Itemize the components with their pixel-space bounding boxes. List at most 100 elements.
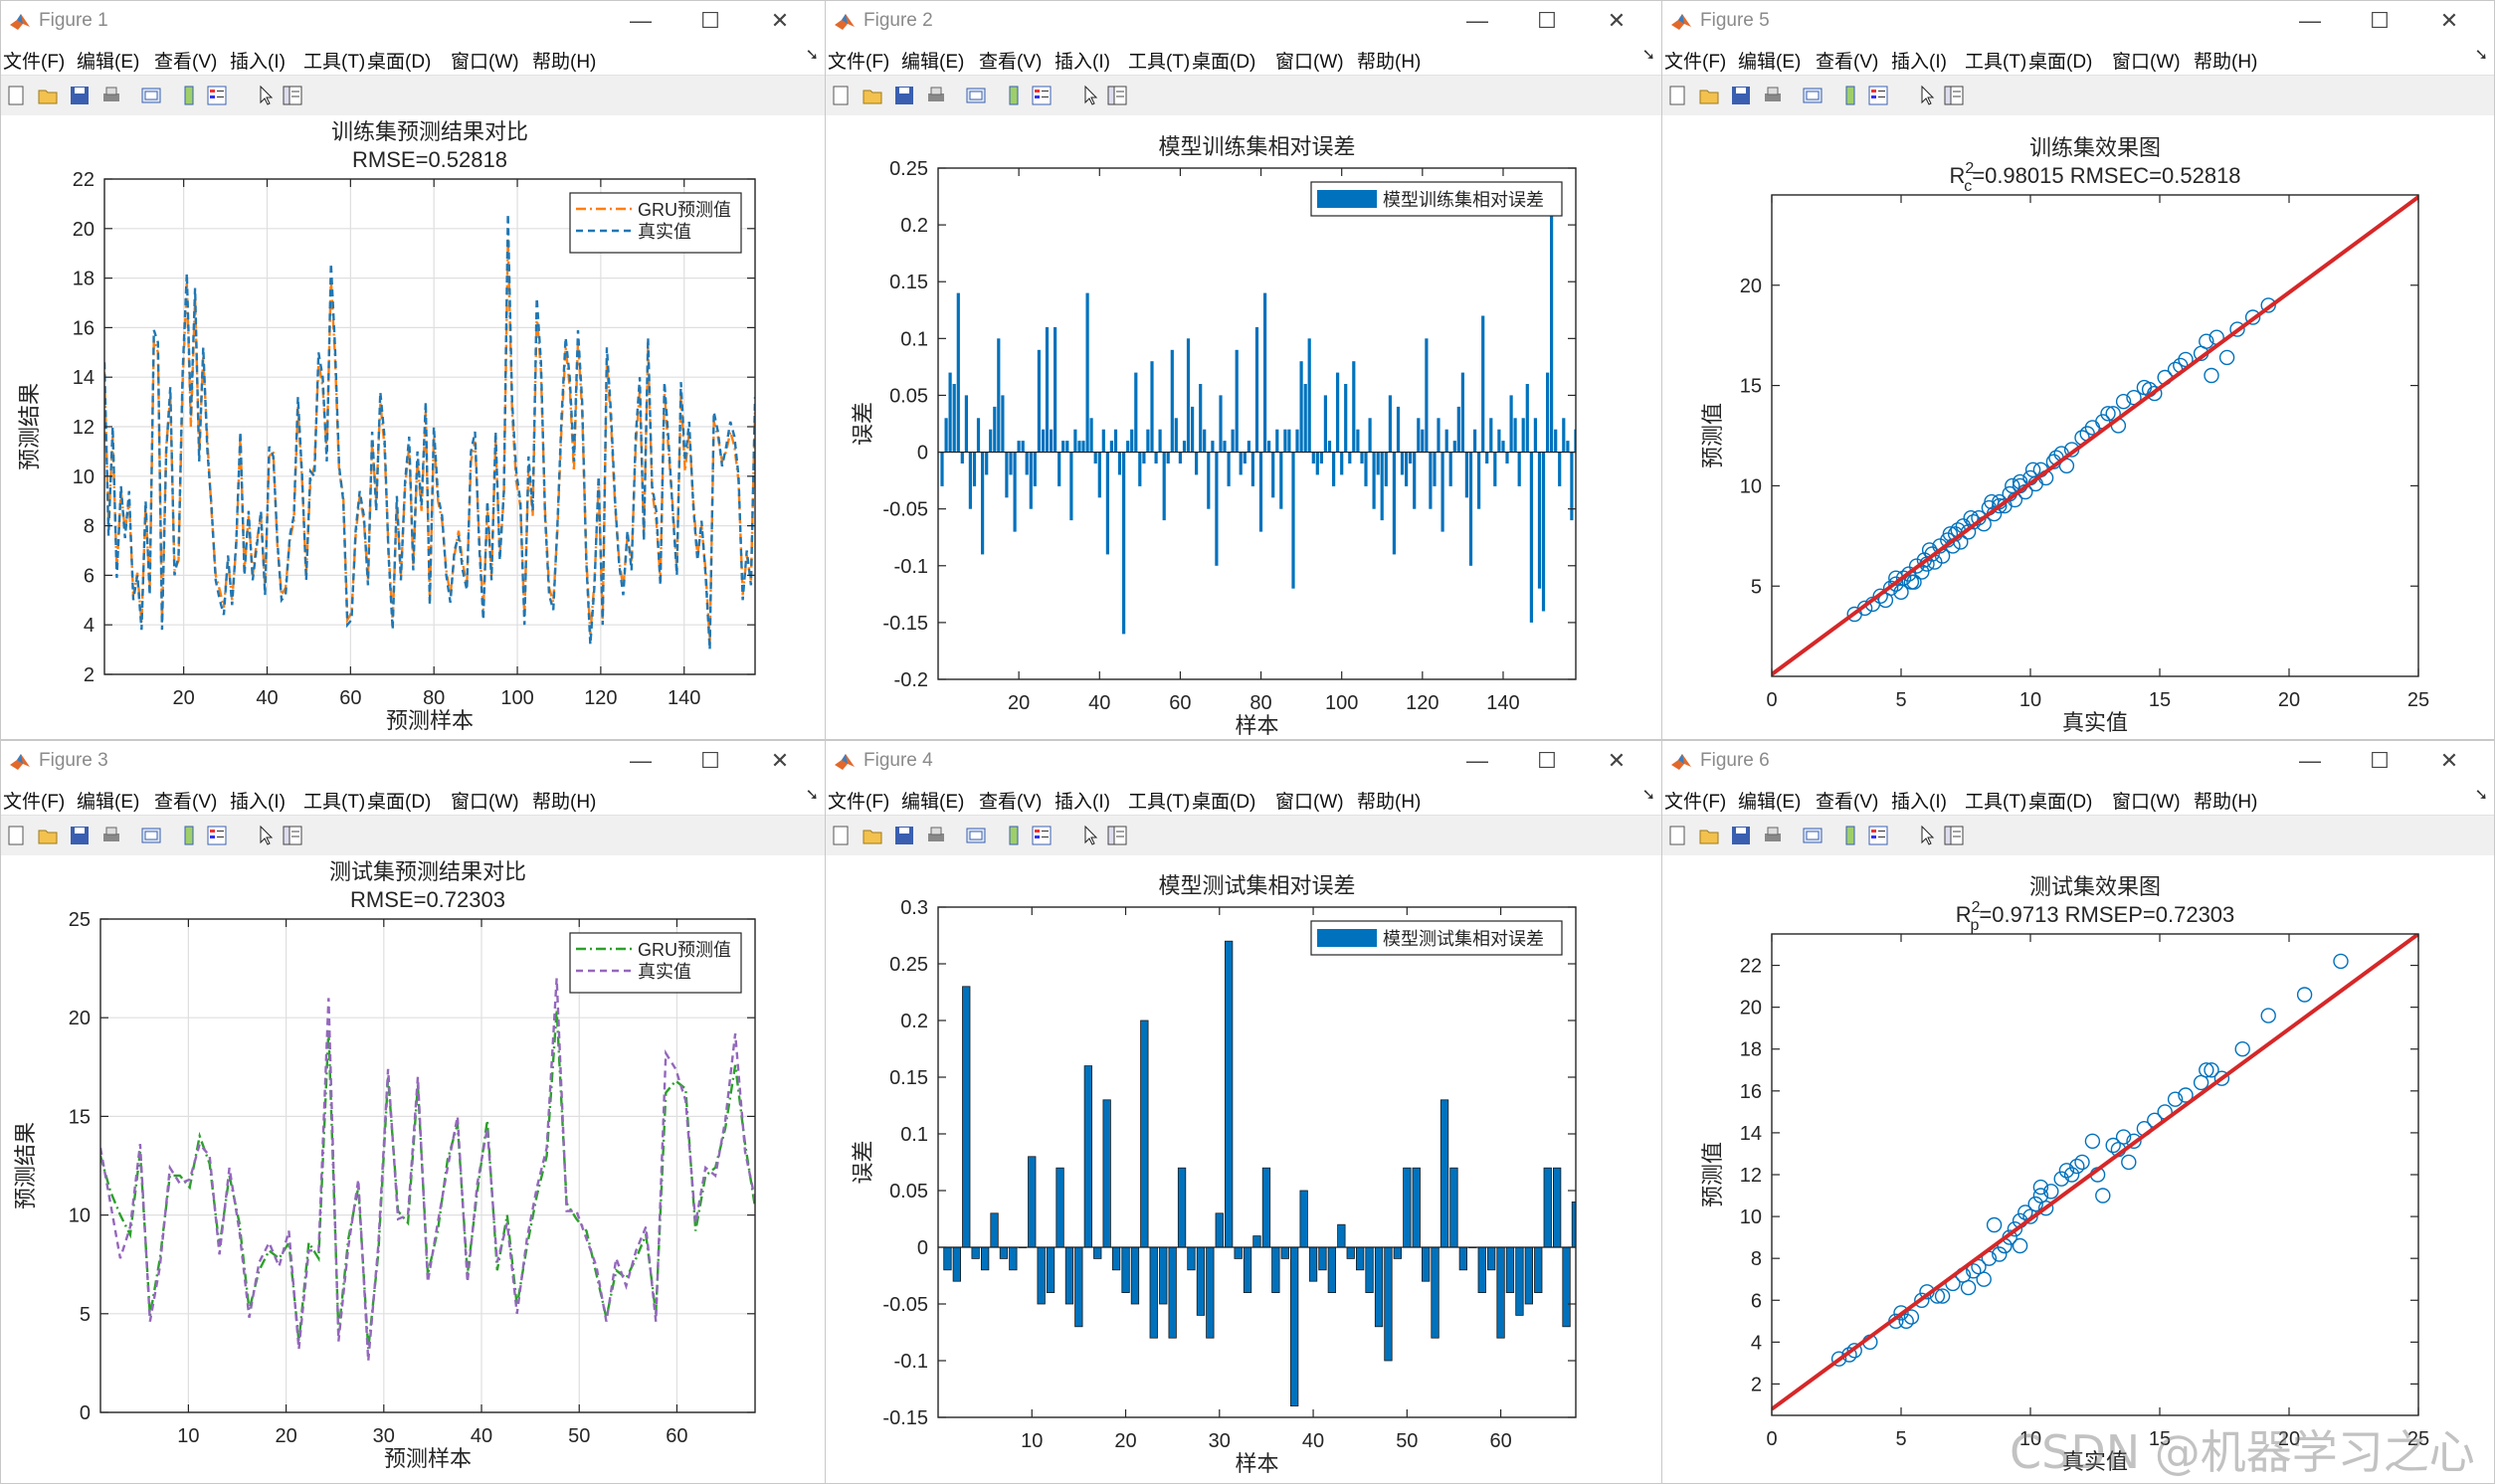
menu-item[interactable]: 帮助(H) bbox=[2194, 792, 2258, 813]
figure-window[interactable]: Figure 2 — ☐ ✕ 文件(F) 编辑(E) 查看(V) 插入(I) 工具(T) 桌面(D… bbox=[825, 0, 1662, 740]
print-icon[interactable] bbox=[925, 85, 947, 106]
property-inspector-icon[interactable] bbox=[1106, 825, 1128, 846]
menu-item[interactable]: 编辑(E) bbox=[901, 52, 965, 73]
minimize-icon[interactable]: — bbox=[2299, 748, 2321, 773]
menu-item[interactable]: 帮助(H) bbox=[532, 52, 597, 73]
maximize-icon[interactable]: ☐ bbox=[700, 748, 720, 773]
window-titlebar[interactable]: Figure 6 — ☐ ✕ bbox=[1662, 741, 2494, 781]
link-plot-icon[interactable] bbox=[140, 825, 162, 846]
property-inspector-icon[interactable] bbox=[282, 825, 303, 846]
property-inspector-icon[interactable] bbox=[1106, 85, 1128, 106]
save-icon[interactable] bbox=[1730, 85, 1752, 106]
menu-item[interactable]: 编辑(E) bbox=[1738, 792, 1802, 813]
menu-item[interactable]: 桌面(D) bbox=[1192, 52, 1256, 73]
menu-item[interactable]: 桌面(D) bbox=[2028, 792, 2093, 813]
menu-item[interactable]: 桌面(D) bbox=[2028, 52, 2093, 73]
menu-item[interactable]: 查看(V) bbox=[154, 52, 218, 73]
menu-item[interactable]: 文件(F) bbox=[3, 792, 66, 813]
window-titlebar[interactable]: Figure 5 — ☐ ✕ bbox=[1662, 1, 2494, 41]
menu-item[interactable]: 帮助(H) bbox=[1357, 792, 1422, 813]
menu-item[interactable]: 帮助(H) bbox=[1357, 52, 1422, 73]
menu-item[interactable]: 插入(I) bbox=[1055, 52, 1110, 73]
menu-item[interactable]: 窗口(W) bbox=[2112, 52, 2181, 73]
minimize-icon[interactable]: — bbox=[2299, 8, 2321, 33]
menu-item[interactable]: 编辑(E) bbox=[1738, 52, 1802, 73]
menu-item[interactable]: 窗口(W) bbox=[2112, 792, 2181, 813]
property-inspector-icon[interactable] bbox=[1943, 825, 1965, 846]
menu-item[interactable]: 插入(I) bbox=[1891, 52, 1947, 73]
menu-item[interactable]: 查看(V) bbox=[1816, 52, 1879, 73]
menu-item[interactable]: 桌面(D) bbox=[1192, 792, 1256, 813]
legend[interactable]: 模型训练集相对误差 bbox=[1310, 181, 1563, 217]
menu-item[interactable]: 窗口(W) bbox=[451, 52, 519, 73]
menu-item[interactable]: 插入(I) bbox=[1891, 792, 1947, 813]
pointer-icon[interactable] bbox=[256, 85, 278, 106]
menu-item[interactable]: 编辑(E) bbox=[77, 792, 140, 813]
minimize-icon[interactable]: — bbox=[1466, 748, 1488, 773]
menu-item[interactable]: 文件(F) bbox=[828, 52, 890, 73]
menu-item[interactable]: 工具(T) bbox=[1965, 52, 2027, 73]
window-titlebar[interactable]: Figure 2 — ☐ ✕ bbox=[826, 1, 1661, 41]
open-file-icon[interactable] bbox=[862, 825, 883, 846]
save-icon[interactable] bbox=[893, 85, 915, 106]
figure-window[interactable]: Figure 6 — ☐ ✕ 文件(F) 编辑(E) 查看(V) 插入(I) 工具(T) 桌面(D… bbox=[1661, 740, 2495, 1484]
window-titlebar[interactable]: Figure 4 — ☐ ✕ bbox=[826, 741, 1661, 781]
menu-item[interactable]: 查看(V) bbox=[1816, 792, 1879, 813]
legend-icon[interactable] bbox=[1031, 85, 1053, 106]
menu-overflow-icon[interactable]: ➘ bbox=[1641, 47, 1655, 64]
colorbar-icon[interactable] bbox=[1839, 85, 1861, 106]
menu-item[interactable]: 编辑(E) bbox=[77, 52, 140, 73]
menu-item[interactable]: 工具(T) bbox=[303, 52, 366, 73]
link-plot-icon[interactable] bbox=[965, 85, 987, 106]
link-plot-icon[interactable] bbox=[965, 825, 987, 846]
menu-item[interactable]: 查看(V) bbox=[154, 792, 218, 813]
colorbar-icon[interactable] bbox=[178, 85, 200, 106]
menu-item[interactable]: 编辑(E) bbox=[901, 792, 965, 813]
minimize-icon[interactable]: — bbox=[630, 8, 652, 33]
menu-item[interactable]: 文件(F) bbox=[828, 792, 890, 813]
pointer-icon[interactable] bbox=[1917, 825, 1939, 846]
window-titlebar[interactable]: Figure 3 — ☐ ✕ bbox=[1, 741, 825, 781]
menu-item[interactable]: 文件(F) bbox=[1664, 52, 1727, 73]
menu-item[interactable]: 工具(T) bbox=[303, 792, 366, 813]
close-icon[interactable]: ✕ bbox=[770, 8, 790, 33]
close-icon[interactable]: ✕ bbox=[1607, 748, 1627, 773]
pointer-icon[interactable] bbox=[1080, 85, 1102, 106]
print-icon[interactable] bbox=[1762, 85, 1784, 106]
window-titlebar[interactable]: Figure 1 — ☐ ✕ bbox=[1, 1, 825, 41]
colorbar-icon[interactable] bbox=[178, 825, 200, 846]
link-plot-icon[interactable] bbox=[1802, 825, 1823, 846]
pointer-icon[interactable] bbox=[1080, 825, 1102, 846]
maximize-icon[interactable]: ☐ bbox=[2370, 748, 2390, 773]
figure-window[interactable]: Figure 4 — ☐ ✕ 文件(F) 编辑(E) 查看(V) 插入(I) 工具(T) 桌面(D… bbox=[825, 740, 1662, 1484]
property-inspector-icon[interactable] bbox=[282, 85, 303, 106]
close-icon[interactable]: ✕ bbox=[2439, 8, 2459, 33]
print-icon[interactable] bbox=[100, 825, 122, 846]
save-icon[interactable] bbox=[893, 825, 915, 846]
menu-item[interactable]: 插入(I) bbox=[230, 792, 286, 813]
menu-item[interactable]: 桌面(D) bbox=[367, 52, 432, 73]
figure-window[interactable]: Figure 3 — ☐ ✕ 文件(F) 编辑(E) 查看(V) 插入(I) 工具(T) 桌面(D… bbox=[0, 740, 826, 1484]
colorbar-icon[interactable] bbox=[1003, 825, 1025, 846]
menu-overflow-icon[interactable]: ➘ bbox=[805, 47, 819, 64]
colorbar-icon[interactable] bbox=[1839, 825, 1861, 846]
link-plot-icon[interactable] bbox=[140, 85, 162, 106]
open-file-icon[interactable] bbox=[37, 85, 59, 106]
menu-item[interactable]: 窗口(W) bbox=[1275, 52, 1344, 73]
close-icon[interactable]: ✕ bbox=[2439, 748, 2459, 773]
maximize-icon[interactable]: ☐ bbox=[1537, 8, 1557, 33]
figure-window[interactable]: Figure 5 — ☐ ✕ 文件(F) 编辑(E) 查看(V) 插入(I) 工具(T) 桌面(D… bbox=[1661, 0, 2495, 740]
menu-item[interactable]: 窗口(W) bbox=[451, 792, 519, 813]
menu-item[interactable]: 工具(T) bbox=[1128, 52, 1191, 73]
legend-icon[interactable] bbox=[1867, 85, 1889, 106]
maximize-icon[interactable]: ☐ bbox=[2370, 8, 2390, 33]
figure-window[interactable]: Figure 1 — ☐ ✕ 文件(F) 编辑(E) 查看(V) 插入(I) 工具(T) 桌面(D… bbox=[0, 0, 826, 740]
legend-icon[interactable] bbox=[206, 85, 228, 106]
new-figure-icon[interactable] bbox=[1666, 85, 1688, 106]
open-file-icon[interactable] bbox=[37, 825, 59, 846]
minimize-icon[interactable]: — bbox=[1466, 8, 1488, 33]
menu-item[interactable]: 插入(I) bbox=[1055, 792, 1110, 813]
menu-item[interactable]: 文件(F) bbox=[3, 52, 66, 73]
